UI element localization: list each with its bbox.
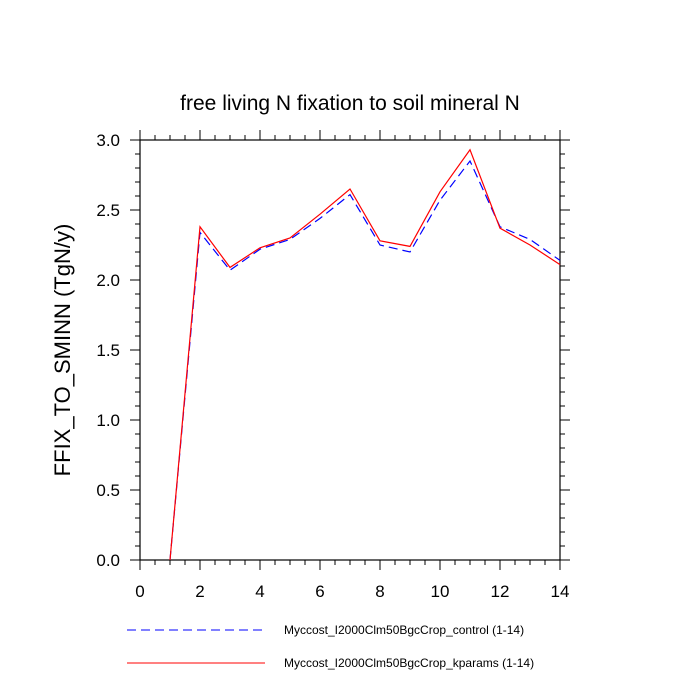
- series-line-1: [169, 159, 561, 561]
- x-tick-label: 4: [255, 582, 264, 601]
- tick-labels: 0 2 4 6 8 10 12 14 0.0 0.5 1.0 1.5 2.0 2.5 3.0: [96, 131, 569, 601]
- y-tick-label: 2.0: [96, 271, 120, 290]
- legend: Myccost_I2000Clm50BgcCrop_control (1-14)…: [127, 623, 534, 670]
- y-tick-label: 0.5: [96, 481, 120, 500]
- y-tick-label: 3.0: [96, 131, 120, 150]
- x-tick-label: 0: [135, 582, 144, 601]
- y-tick-label: 2.5: [96, 201, 120, 220]
- legend-label-1: Myccost_I2000Clm50BgcCrop_control (1-14): [284, 623, 524, 637]
- legend-label-2: Myccost_I2000Clm50BgcCrop_kparams (1-14): [284, 656, 534, 670]
- x-tick-label: 2: [195, 582, 204, 601]
- series-line-2: [169, 148, 561, 561]
- chart-title: free living N fixation to soil mineral N: [180, 92, 520, 115]
- y-tick-label: 1.5: [96, 341, 120, 360]
- x-tick-label: 10: [431, 582, 450, 601]
- y-tick-label: 1.0: [96, 411, 120, 430]
- x-tick-label: 12: [491, 582, 510, 601]
- x-tick-label: 6: [315, 582, 324, 601]
- y-tick-label: 0.0: [96, 551, 120, 570]
- y-axis-label: FFIX_TO_SMINN (TgN/y): [50, 224, 75, 477]
- axis-ticks: [130, 130, 570, 570]
- x-tick-label: 8: [375, 582, 384, 601]
- series-lines: [169, 148, 561, 561]
- plot-frame: [139, 139, 561, 561]
- x-tick-label: 14: [551, 582, 570, 601]
